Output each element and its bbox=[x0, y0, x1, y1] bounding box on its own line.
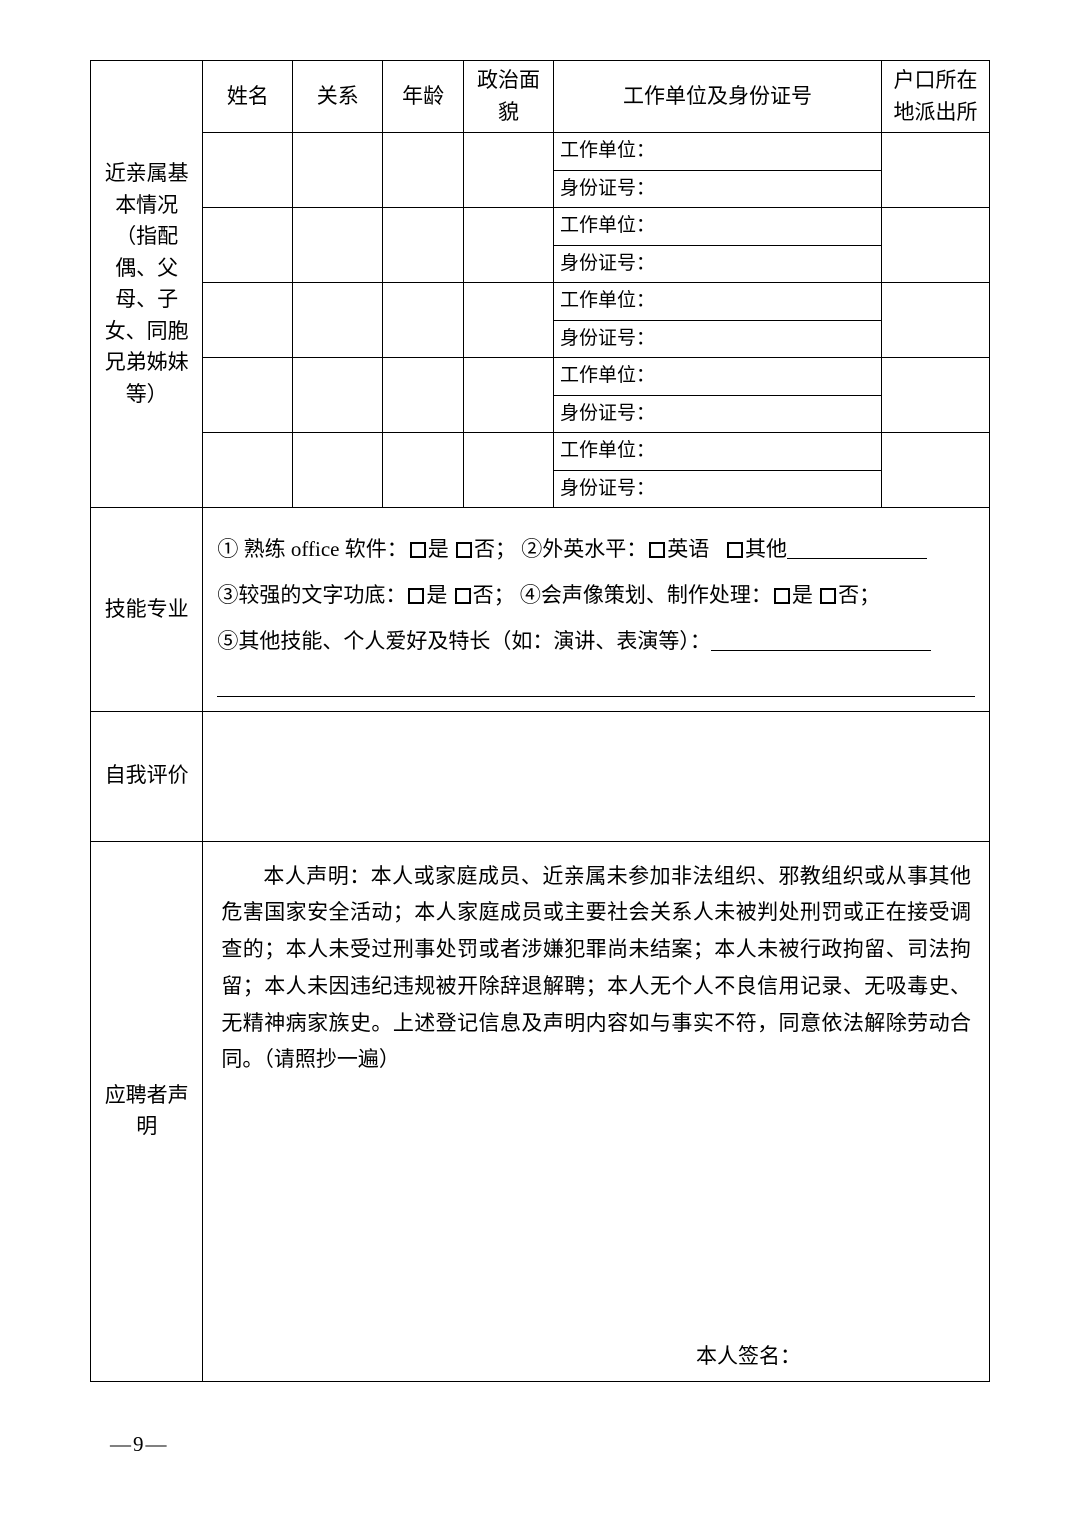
text: 是 bbox=[426, 583, 447, 607]
col-relation: 关系 bbox=[293, 61, 383, 133]
name-cell[interactable] bbox=[203, 283, 293, 358]
relation-cell[interactable] bbox=[293, 133, 383, 208]
workunit-label: 工作单位： bbox=[553, 208, 881, 246]
self-eval-content[interactable] bbox=[203, 711, 990, 841]
blank-line[interactable] bbox=[711, 650, 931, 651]
name-cell[interactable] bbox=[203, 358, 293, 433]
politics-cell[interactable] bbox=[464, 208, 554, 283]
self-eval-label: 自我评价 bbox=[91, 711, 203, 841]
skills-label: 技能专业 bbox=[91, 508, 203, 712]
workunit-label: 工作单位： bbox=[553, 133, 881, 171]
checkbox-icon[interactable] bbox=[410, 542, 426, 558]
text: ； bbox=[495, 537, 516, 561]
name-cell[interactable] bbox=[203, 208, 293, 283]
form-table: 近亲属基本情况（指配偶、父母、子女、同胞兄弟姊妹等） 姓名 关系 年龄 政治面貌… bbox=[90, 60, 990, 1382]
family-row: 工作单位： bbox=[91, 133, 990, 171]
checkbox-icon[interactable] bbox=[774, 588, 790, 604]
family-row: 工作单位： bbox=[91, 283, 990, 321]
text: ； bbox=[859, 583, 880, 607]
checkbox-icon[interactable] bbox=[649, 542, 665, 558]
text: 否 bbox=[838, 583, 859, 607]
politics-cell[interactable] bbox=[464, 358, 554, 433]
age-cell[interactable] bbox=[383, 433, 464, 508]
id-label: 身份证号： bbox=[553, 245, 881, 283]
politics-cell[interactable] bbox=[464, 133, 554, 208]
col-workunit-id: 工作单位及身份证号 bbox=[553, 61, 881, 133]
workunit-label: 工作单位： bbox=[553, 283, 881, 321]
self-eval-row: 自我评价 bbox=[91, 711, 990, 841]
col-police: 户口所在地派出所 bbox=[882, 61, 990, 133]
col-name: 姓名 bbox=[203, 61, 293, 133]
relation-cell[interactable] bbox=[293, 358, 383, 433]
checkbox-icon[interactable] bbox=[727, 542, 743, 558]
skills-line-2: ③较强的文字功底：是 否； ④会声像策划、制作处理：是 否； bbox=[217, 572, 975, 618]
text: ⑤其他技能、个人爱好及特长（如：演讲、表演等）： bbox=[217, 629, 711, 653]
age-cell[interactable] bbox=[383, 208, 464, 283]
text: 是 bbox=[792, 583, 813, 607]
signature-line: 本人签名： bbox=[221, 1338, 971, 1375]
police-cell[interactable] bbox=[882, 133, 990, 208]
declaration-content: 本人声明：本人或家庭成员、近亲属未参加非法组织、邪教组织或从事其他危害国家安全活… bbox=[203, 842, 989, 1381]
text: ③较强的文字功底： bbox=[217, 583, 406, 607]
police-cell[interactable] bbox=[882, 433, 990, 508]
relation-cell[interactable] bbox=[293, 283, 383, 358]
blank-line-full[interactable] bbox=[217, 673, 975, 697]
text: ②外英水平： bbox=[521, 537, 647, 561]
age-cell[interactable] bbox=[383, 283, 464, 358]
text: 其他 bbox=[745, 537, 787, 561]
text: 英语 bbox=[667, 537, 709, 561]
col-politics: 政治面貌 bbox=[464, 61, 554, 133]
relation-cell[interactable] bbox=[293, 433, 383, 508]
checkbox-icon[interactable] bbox=[408, 588, 424, 604]
blank-line[interactable] bbox=[787, 558, 927, 559]
police-cell[interactable] bbox=[882, 208, 990, 283]
age-cell[interactable] bbox=[383, 358, 464, 433]
text: 否 bbox=[474, 537, 495, 561]
police-cell[interactable] bbox=[882, 283, 990, 358]
family-section-label: 近亲属基本情况（指配偶、父母、子女、同胞兄弟姊妹等） bbox=[91, 61, 203, 508]
skills-content: ① 熟练 office 软件：是 否； ②外英水平：英语 其他 ③较强的文字功底… bbox=[203, 508, 990, 712]
skills-row: 技能专业 ① 熟练 office 软件：是 否； ②外英水平：英语 其他 ③较强… bbox=[91, 508, 990, 712]
skills-line-1: ① 熟练 office 软件： 是 否； ②外英水平： 英语 其他 bbox=[217, 526, 975, 572]
checkbox-icon[interactable] bbox=[820, 588, 836, 604]
name-cell[interactable] bbox=[203, 433, 293, 508]
text: ； bbox=[494, 583, 515, 607]
name-cell[interactable] bbox=[203, 133, 293, 208]
text: 否 bbox=[473, 583, 494, 607]
family-row: 工作单位： bbox=[91, 358, 990, 396]
declaration-row: 应聘者声明 本人声明：本人或家庭成员、近亲属未参加非法组织、邪教组织或从事其他危… bbox=[91, 841, 990, 1381]
page-number: —9— bbox=[110, 1432, 169, 1457]
relation-cell[interactable] bbox=[293, 208, 383, 283]
family-row: 工作单位： bbox=[91, 433, 990, 471]
checkbox-icon[interactable] bbox=[455, 588, 471, 604]
id-label: 身份证号： bbox=[553, 395, 881, 433]
politics-cell[interactable] bbox=[464, 433, 554, 508]
workunit-label: 工作单位： bbox=[553, 433, 881, 471]
politics-cell[interactable] bbox=[464, 283, 554, 358]
police-cell[interactable] bbox=[882, 358, 990, 433]
skills-line-3: ⑤其他技能、个人爱好及特长（如：演讲、表演等）： bbox=[217, 618, 975, 664]
declaration-label: 应聘者声明 bbox=[91, 841, 203, 1381]
text: ④会声像策划、制作处理： bbox=[520, 583, 772, 607]
id-label: 身份证号： bbox=[553, 470, 881, 508]
id-label: 身份证号： bbox=[553, 170, 881, 208]
header-row: 近亲属基本情况（指配偶、父母、子女、同胞兄弟姊妹等） 姓名 关系 年龄 政治面貌… bbox=[91, 61, 990, 133]
family-row: 工作单位： bbox=[91, 208, 990, 246]
text: ① 熟练 office 软件： bbox=[217, 537, 407, 561]
text: 是 bbox=[428, 537, 449, 561]
age-cell[interactable] bbox=[383, 133, 464, 208]
col-age: 年龄 bbox=[383, 61, 464, 133]
id-label: 身份证号： bbox=[553, 320, 881, 358]
declaration-text: 本人声明：本人或家庭成员、近亲属未参加非法组织、邪教组织或从事其他危害国家安全活… bbox=[221, 858, 971, 1079]
workunit-label: 工作单位： bbox=[553, 358, 881, 396]
checkbox-icon[interactable] bbox=[456, 542, 472, 558]
